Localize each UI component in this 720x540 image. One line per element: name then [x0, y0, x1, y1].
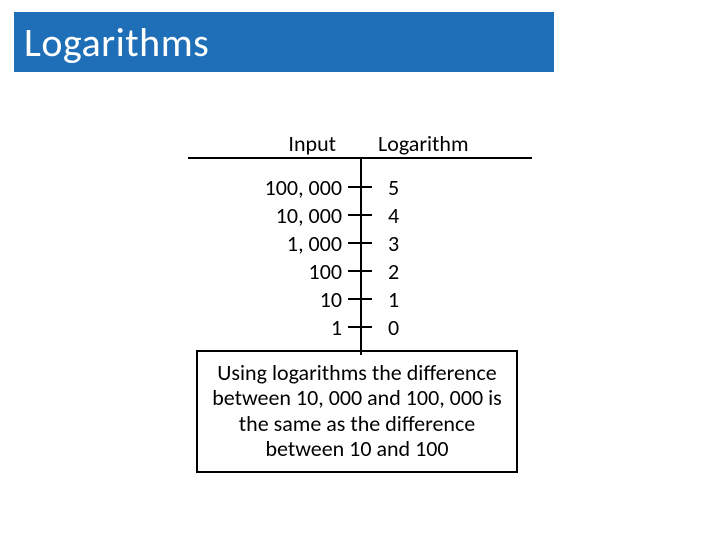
tick-mark: [348, 186, 372, 188]
table-row: 10 1: [188, 285, 532, 313]
table-header-row: Input Logarithm: [188, 130, 532, 159]
cell-log: 2: [360, 258, 532, 285]
tick-mark: [348, 298, 372, 300]
tick-mark: [348, 326, 372, 328]
tick-mark: [348, 270, 372, 272]
table-row: 10, 000 4: [188, 201, 532, 229]
page-title: Logarithms: [24, 18, 209, 67]
table-row: 1, 000 3: [188, 229, 532, 257]
table-row: 100 2: [188, 257, 532, 285]
title-bar: Logarithms: [14, 12, 554, 72]
cell-input: 100: [188, 258, 360, 285]
cell-log: 5: [360, 174, 532, 201]
tick-mark: [348, 242, 372, 244]
cell-log: 1: [360, 286, 532, 313]
cell-input: 10, 000: [188, 202, 360, 229]
cell-input: 100, 000: [188, 174, 360, 201]
caption-box: Using logarithms the difference between …: [196, 350, 518, 473]
header-logarithm: Logarithm: [360, 130, 532, 159]
table-row: 1 0: [188, 313, 532, 341]
cell-log: 4: [360, 202, 532, 229]
cell-log: 3: [360, 230, 532, 257]
cell-input: 1, 000: [188, 230, 360, 257]
table-row: 100, 000 5: [188, 173, 532, 201]
cell-log: 0: [360, 314, 532, 341]
header-input: Input: [188, 130, 360, 159]
table-rows: 100, 000 5 10, 000 4 1, 000 3 100 2 10 1…: [188, 159, 532, 355]
cell-input: 1: [188, 314, 360, 341]
cell-input: 10: [188, 286, 360, 313]
log-table: Input Logarithm 100, 000 5 10, 000 4 1, …: [188, 130, 532, 355]
tick-mark: [348, 214, 372, 216]
